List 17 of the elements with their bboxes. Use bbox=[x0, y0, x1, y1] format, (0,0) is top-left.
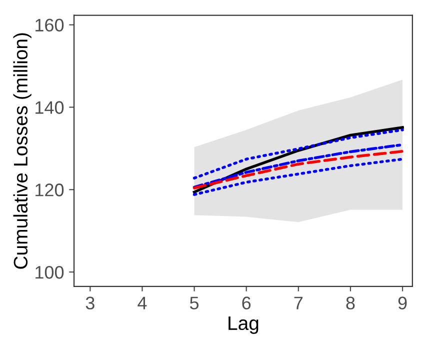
y-tick-label: 160 bbox=[36, 18, 64, 32]
x-tick-label: 5 bbox=[190, 296, 199, 310]
y-tick-label: 100 bbox=[36, 266, 64, 279]
x-tick-label: 7 bbox=[294, 296, 303, 310]
y-axis-title: Cumulative Losses (million) bbox=[13, 33, 32, 269]
line-series bbox=[192, 128, 404, 180]
line-series bbox=[192, 150, 404, 190]
y-tick-label: 140 bbox=[36, 101, 64, 114]
x-tick-label: 3 bbox=[86, 296, 94, 310]
x-axis-title: Lag bbox=[228, 316, 258, 334]
x-tick-label: 9 bbox=[398, 296, 407, 310]
line-series bbox=[192, 143, 404, 189]
x-tick-label: 8 bbox=[346, 296, 355, 310]
line-series bbox=[192, 158, 404, 196]
x-tick-label: 6 bbox=[242, 296, 251, 310]
x-tick-label: 4 bbox=[138, 296, 147, 310]
y-tick-label: 120 bbox=[36, 184, 64, 196]
